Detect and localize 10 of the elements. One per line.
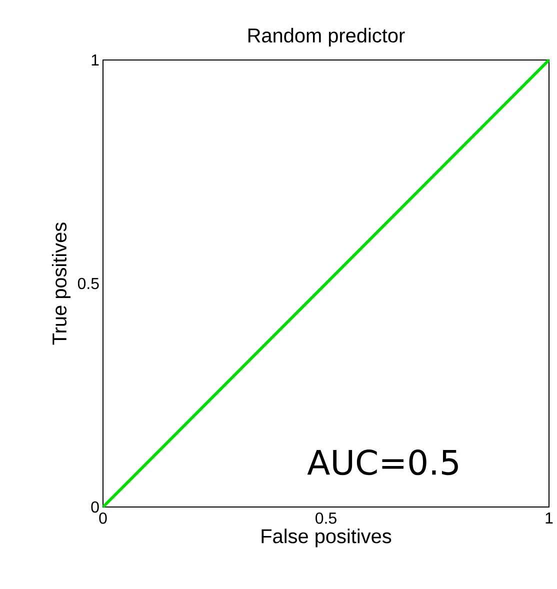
x-tick-label: 0 — [99, 512, 107, 524]
y-tick-label: 1 — [92, 54, 99, 66]
x-tick-label: 0.5 — [316, 512, 337, 524]
y-tick-label: 0 — [91, 501, 99, 513]
annotation: AUC=0.5 — [307, 449, 458, 476]
x-axis-title: False positives — [262, 528, 392, 548]
chart-title: Random predictor — [248, 28, 405, 47]
y-axis-title: True positives — [52, 222, 71, 345]
x-tick-label: 1 — [546, 512, 553, 524]
y-tick-label: 0.5 — [78, 278, 99, 290]
